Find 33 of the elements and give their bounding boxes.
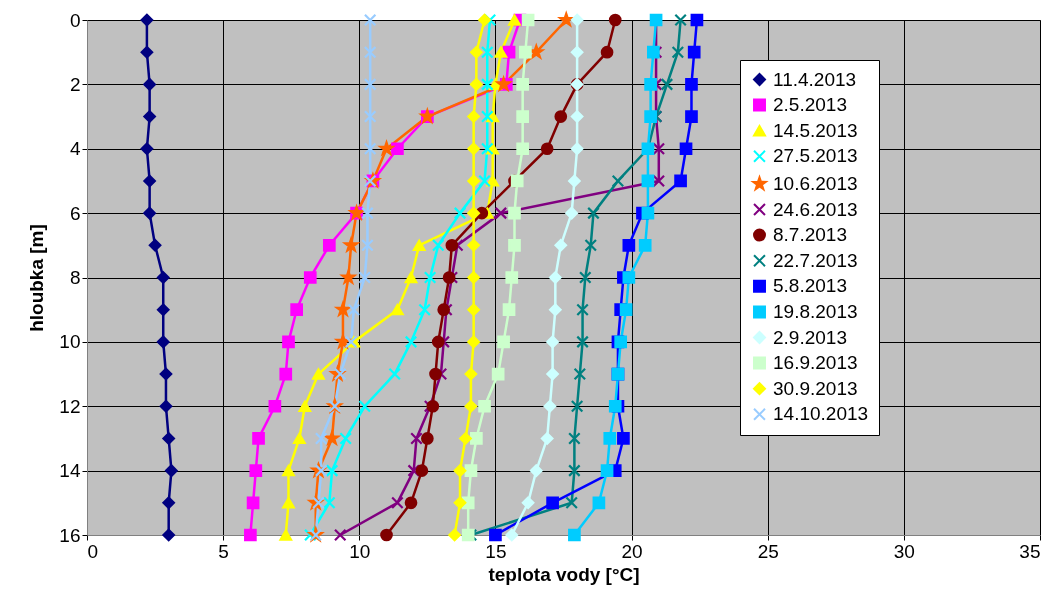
y-tick-label: 2 (69, 73, 81, 95)
legend-label: 14.10.2013 (773, 403, 869, 425)
legend-label: 14.5.2013 (773, 119, 858, 141)
x-tick-label: 30 (893, 540, 915, 562)
y-tick-label: 16 (59, 524, 81, 546)
y-tick-label: 12 (59, 395, 81, 417)
legend-label: 8.7.2013 (773, 224, 847, 246)
legend-label: 22.7.2013 (773, 249, 858, 271)
x-tick-label: 10 (349, 540, 371, 562)
legend-label: 10.6.2013 (773, 172, 858, 194)
y-tick-label: 10 (59, 331, 81, 353)
legend-label: 11.4.2013 (773, 68, 857, 90)
legend-label: 30.9.2013 (773, 377, 858, 399)
legend-label: 16.9.2013 (773, 352, 858, 374)
legend-label: 24.6.2013 (773, 198, 858, 220)
y-tick-label: 8 (69, 267, 81, 288)
y-tick-label: 4 (69, 138, 81, 160)
x-tick-label: 35 (1019, 540, 1041, 562)
legend-label: 19.8.2013 (773, 300, 858, 322)
legend-label: 5.8.2013 (773, 275, 847, 297)
x-axis-title: teplota vody [°C] (488, 563, 640, 585)
x-tick-label: 5 (218, 540, 229, 562)
y-tick-label: 0 (69, 9, 81, 31)
y-tick-label: 6 (69, 202, 81, 224)
legend-label: 2.5.2013 (773, 94, 847, 116)
x-tick-label: 0 (87, 540, 99, 562)
legend-label: 2.9.2013 (773, 326, 847, 348)
y-axis-title: hloubka [m] (26, 224, 48, 332)
x-tick-label: 15 (485, 540, 507, 562)
y-tick-label: 14 (59, 460, 81, 482)
x-tick-label: 20 (621, 540, 643, 562)
x-tick-label: 25 (757, 540, 779, 562)
legend-label: 27.5.2013 (773, 145, 858, 167)
